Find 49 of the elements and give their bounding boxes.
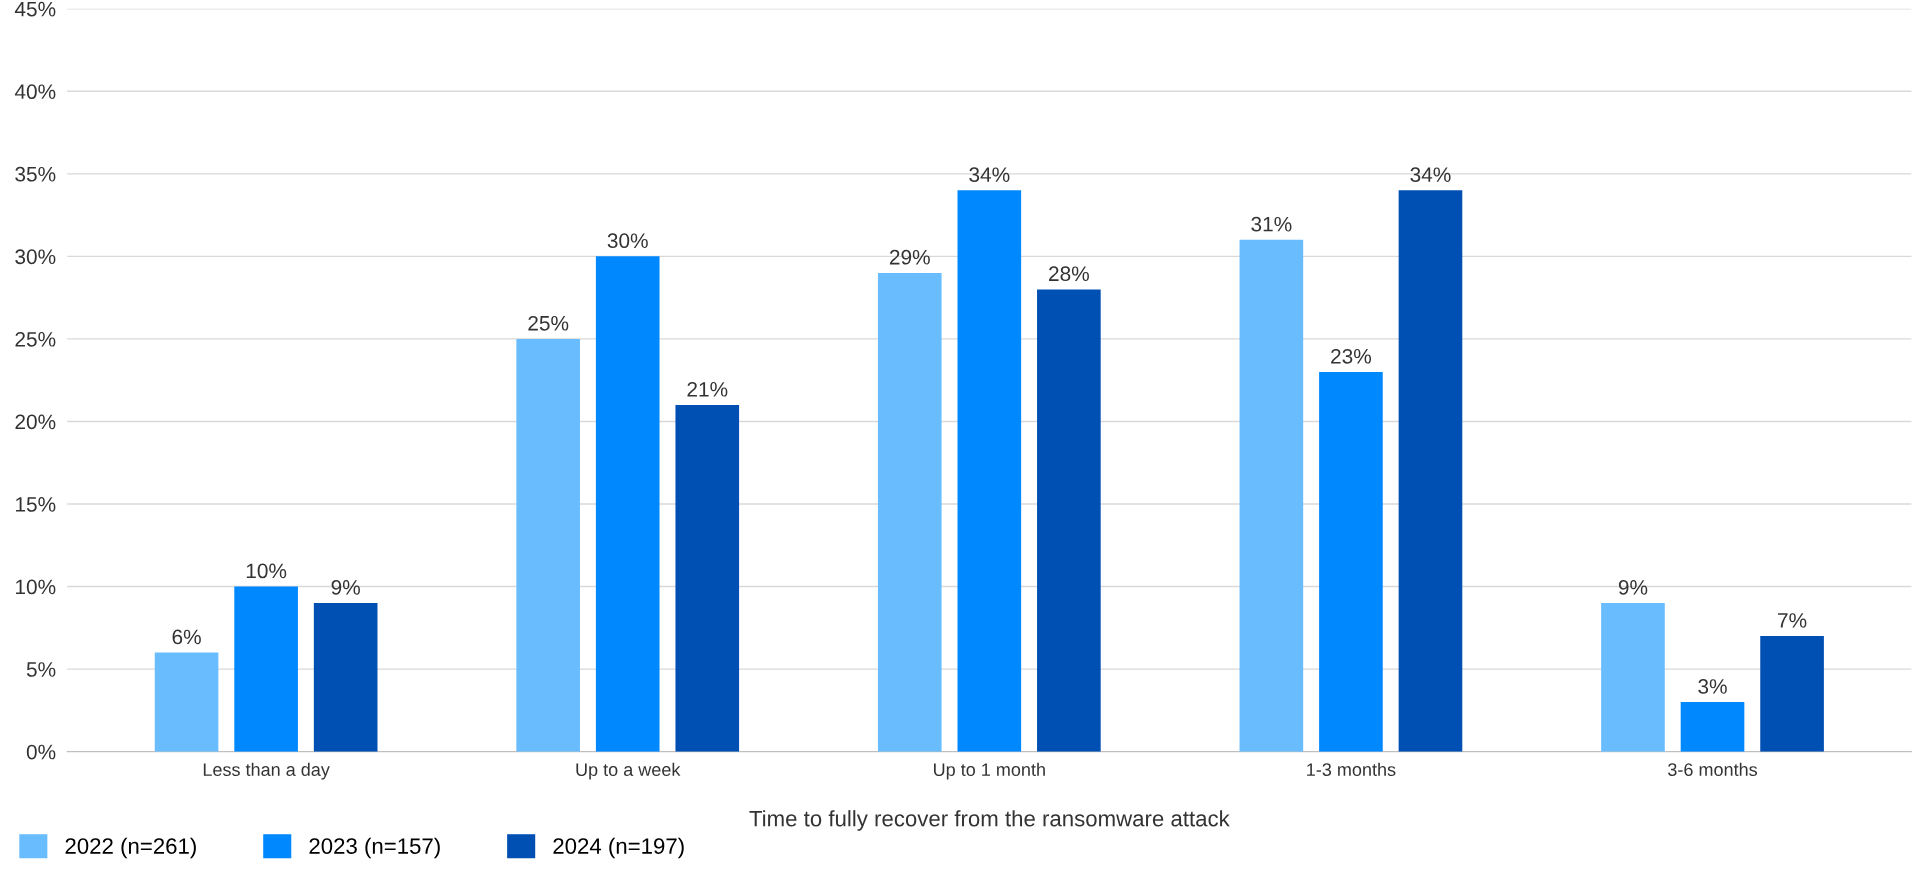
data-label: 3% xyxy=(1698,679,1727,694)
bar xyxy=(675,404,740,752)
data-label: 25% xyxy=(528,315,569,331)
bar xyxy=(313,603,378,752)
x-tick-label: Up to 1 month xyxy=(934,762,1045,780)
data-label: 34% xyxy=(1410,167,1451,183)
y-tick-label: 40% xyxy=(14,84,56,100)
data-label: 28% xyxy=(1049,266,1089,282)
y-tick-label: 5% xyxy=(26,662,56,677)
data-label: 34% xyxy=(969,167,1010,183)
legend-label: 2023 (n=157) xyxy=(309,837,440,859)
y-tick-label: 45% xyxy=(14,1,56,17)
bar xyxy=(1760,636,1824,752)
y-tick-label: 30% xyxy=(15,249,56,265)
y-tick-label: 35% xyxy=(15,166,56,182)
bar xyxy=(957,190,1022,752)
y-tick-label: 0% xyxy=(26,744,56,760)
bar xyxy=(1037,289,1101,752)
data-label: 10% xyxy=(246,563,287,579)
bar xyxy=(516,338,580,752)
bar xyxy=(154,652,219,752)
bar xyxy=(1398,190,1463,752)
bar xyxy=(877,272,942,752)
bar xyxy=(234,586,298,752)
y-tick-label: 10% xyxy=(16,579,56,595)
data-label: 29% xyxy=(889,249,930,265)
bar xyxy=(595,256,660,752)
bar xyxy=(1601,603,1665,752)
bar xyxy=(1319,371,1383,752)
data-label: 9% xyxy=(331,580,360,595)
data-label: 21% xyxy=(687,381,728,397)
bar xyxy=(1680,702,1745,752)
data-label: 6% xyxy=(172,629,201,645)
data-label: 9% xyxy=(1618,580,1648,595)
legend-label: 2022 (n=261) xyxy=(65,837,196,859)
y-tick-label: 25% xyxy=(15,331,56,347)
y-tick-label: 15% xyxy=(16,497,56,512)
x-tick-label: Less than a day xyxy=(203,762,330,780)
data-label: 31% xyxy=(1251,216,1292,232)
x-axis-title: Time to fully recover from the ransomware attack xyxy=(749,810,1230,831)
y-tick-label: 20% xyxy=(15,414,56,430)
x-tick-label: 1-3 months xyxy=(1307,762,1396,777)
x-tick-label: 3-6 months xyxy=(1668,762,1758,777)
legend-label: 2024 (n=197) xyxy=(553,837,684,859)
data-label: 23% xyxy=(1331,348,1372,364)
data-label: 30% xyxy=(607,233,648,249)
x-tick-label: Up to a week xyxy=(576,762,681,780)
bar xyxy=(1239,239,1304,752)
data-label: 7% xyxy=(1778,613,1807,628)
